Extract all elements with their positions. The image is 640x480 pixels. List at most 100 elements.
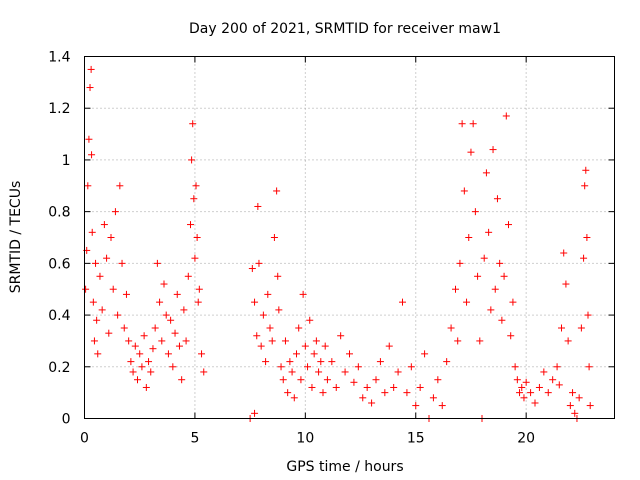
data-point <box>194 298 202 306</box>
y-tick-label: 0.2 <box>48 360 70 376</box>
axis-ticks: 0 0.2 0.4 0.6 0.8 1 1.2 1.4 0 5 10 15 20 <box>48 50 615 447</box>
data-point <box>454 337 462 345</box>
data-point <box>160 280 168 288</box>
data-point <box>188 156 196 164</box>
x-tick-label: 0 <box>80 431 89 447</box>
data-point <box>553 363 561 371</box>
chart-title: Day 200 of 2021, SRMTID for receiver maw… <box>189 21 501 37</box>
data-point <box>253 332 261 340</box>
data-point <box>290 394 298 402</box>
data-point <box>134 376 141 384</box>
data-point <box>90 337 98 345</box>
data-point <box>513 376 521 384</box>
data-point <box>92 259 100 267</box>
data-point <box>299 290 307 298</box>
data-point <box>416 383 424 391</box>
data-point <box>190 195 198 203</box>
data-point <box>281 337 289 345</box>
data-point <box>111 208 119 216</box>
data-point <box>381 389 389 397</box>
data-point <box>255 259 263 267</box>
data-point <box>555 381 563 389</box>
data-point <box>264 290 272 298</box>
data-point <box>493 195 501 203</box>
data-point <box>507 332 515 340</box>
data-point <box>88 151 96 159</box>
data-point <box>505 221 512 229</box>
data-point <box>274 272 282 280</box>
data-point <box>131 342 139 350</box>
data-point <box>452 285 459 293</box>
data-point <box>145 358 153 366</box>
data-point <box>301 342 309 350</box>
data-point <box>251 298 259 306</box>
data-point <box>315 368 323 376</box>
data-point <box>500 272 508 280</box>
data-point <box>140 332 148 340</box>
data-point <box>295 324 303 332</box>
data-point <box>87 65 95 73</box>
data-point <box>438 402 446 410</box>
y-tick-label: 0.6 <box>48 256 70 272</box>
data-point <box>518 383 526 391</box>
data-point <box>465 234 473 241</box>
data-point <box>138 363 146 371</box>
data-point <box>421 350 429 358</box>
data-point <box>114 311 122 319</box>
data-point <box>178 376 186 384</box>
data-point <box>489 146 497 154</box>
data-point <box>89 298 97 306</box>
data-point <box>429 394 437 402</box>
data-point <box>306 316 314 324</box>
data-point <box>527 389 535 397</box>
data-point <box>346 350 353 358</box>
data-point <box>169 363 177 371</box>
data-point <box>93 316 101 324</box>
data-point <box>558 324 565 332</box>
data-point <box>308 383 316 391</box>
data-point <box>460 187 468 195</box>
data-point <box>147 368 155 376</box>
data-point <box>275 306 283 314</box>
data-point <box>476 337 484 345</box>
data-point <box>192 182 200 190</box>
data-point <box>341 368 349 376</box>
y-tick-label: 1 <box>62 153 71 169</box>
data-point <box>191 254 199 262</box>
data-point <box>385 342 393 350</box>
data-point <box>125 337 133 345</box>
data-point <box>103 254 111 262</box>
data-point <box>394 368 402 376</box>
data-point <box>180 306 188 314</box>
data-point <box>511 363 519 371</box>
data-point <box>496 259 504 267</box>
data-point <box>288 368 296 376</box>
data-point <box>350 378 358 386</box>
data-point <box>297 376 305 384</box>
data-point <box>200 368 208 376</box>
data-point <box>85 135 93 143</box>
data-point <box>323 376 331 384</box>
data-point <box>82 285 90 293</box>
data-point <box>153 259 161 267</box>
y-axis-label: SRMTID / TECUs <box>8 181 24 294</box>
data-point <box>372 376 380 384</box>
data-point <box>319 389 327 397</box>
data-point <box>184 272 192 280</box>
data-point <box>195 285 203 293</box>
data-point <box>337 332 345 340</box>
data-point <box>129 368 137 376</box>
data-point <box>509 298 517 306</box>
data-point <box>522 378 530 386</box>
data-point <box>569 389 577 397</box>
data-point <box>544 389 552 397</box>
data-point <box>84 182 92 190</box>
x-tick-label: 5 <box>190 431 199 447</box>
data-point <box>354 363 362 371</box>
data-point <box>456 259 464 267</box>
data-point <box>463 298 471 306</box>
data-point <box>286 358 294 366</box>
data-point <box>293 350 300 358</box>
data-points <box>82 65 594 422</box>
data-point <box>98 306 106 314</box>
